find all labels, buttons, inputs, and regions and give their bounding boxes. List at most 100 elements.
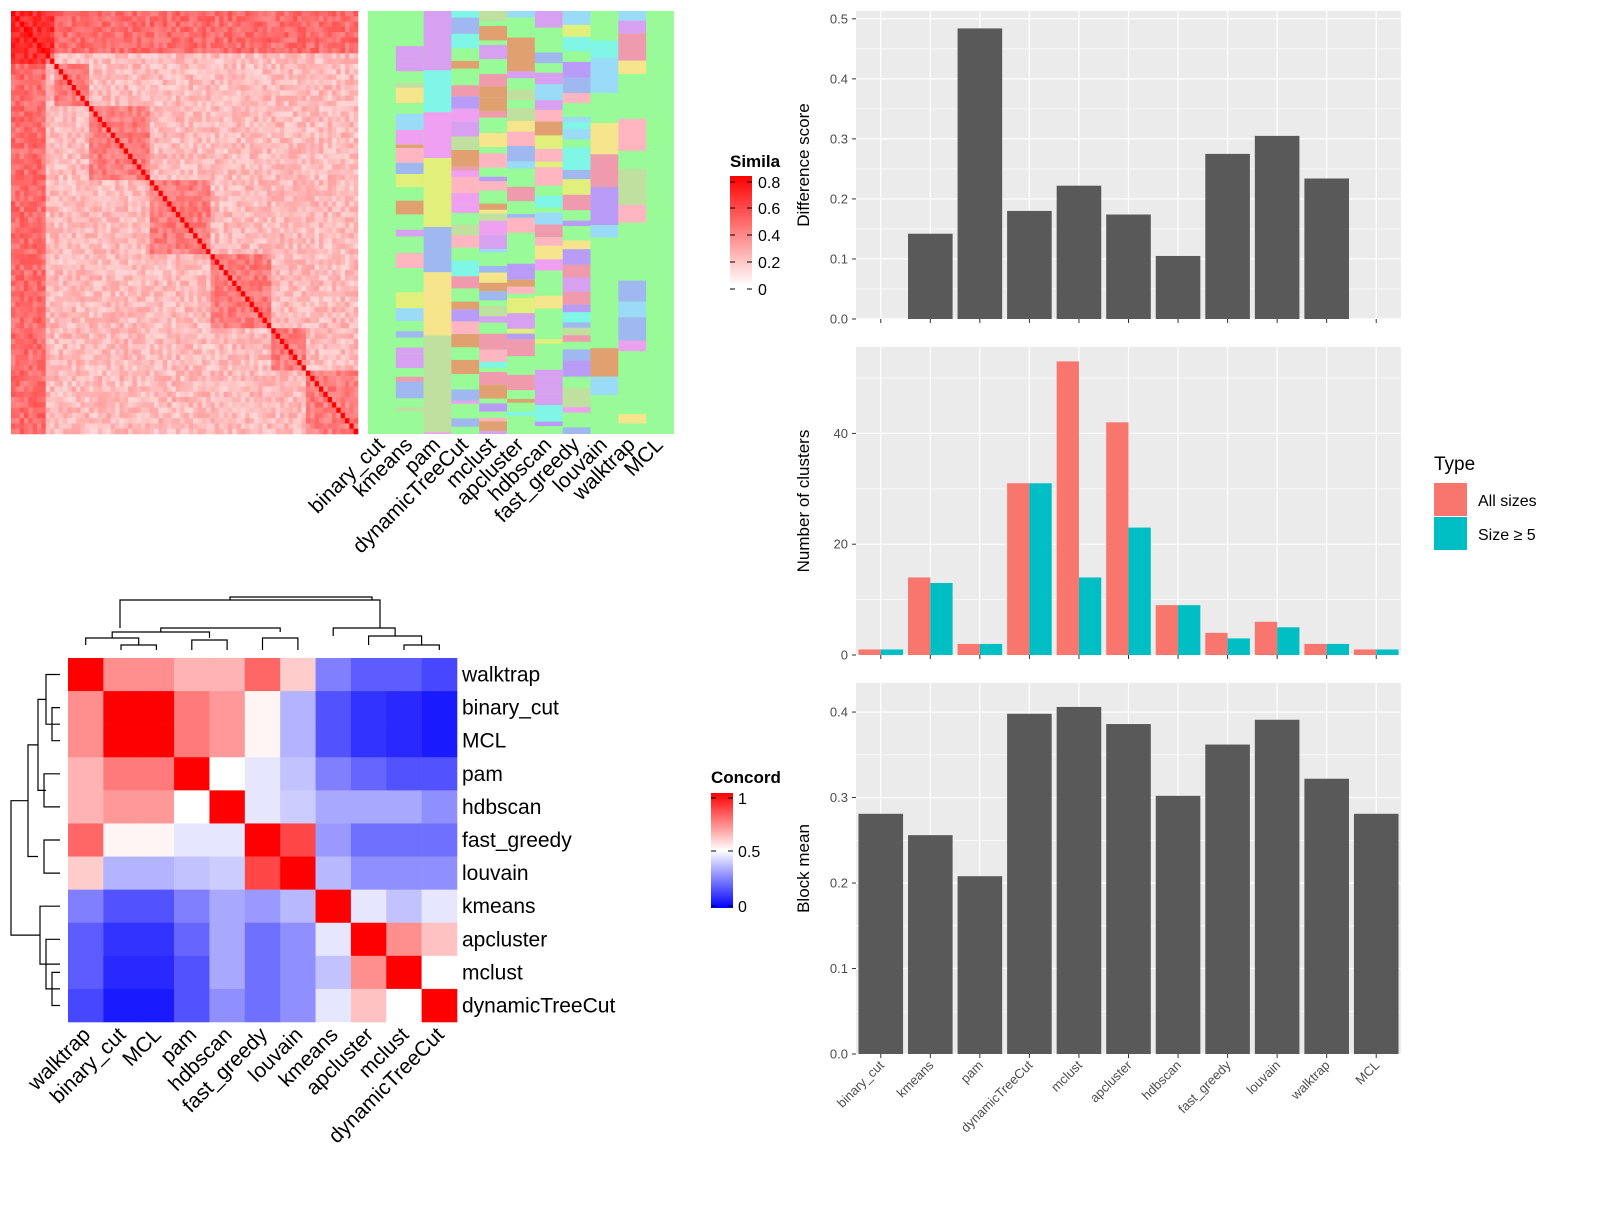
similarity-cell — [240, 180, 246, 186]
similarity-cell — [24, 74, 29, 81]
similarity-cell — [258, 169, 263, 176]
similarity-cell — [54, 16, 60, 22]
similarity-cell — [318, 37, 324, 44]
similarity-cell — [240, 201, 246, 207]
similarity-cell — [258, 180, 263, 186]
similarity-cell — [145, 296, 151, 303]
similarity-cell — [240, 53, 246, 59]
similarity-cell — [32, 63, 38, 70]
similarity-cell — [132, 233, 138, 239]
similarity-cell — [76, 270, 81, 276]
similarity-cell — [188, 58, 194, 65]
similarity-cell — [76, 217, 81, 223]
similarity-cell — [305, 32, 311, 38]
similarity-cell — [89, 143, 94, 149]
similarity-cell — [11, 90, 16, 96]
similarity-cell — [149, 32, 155, 38]
similarity-cell — [318, 48, 324, 54]
similarity-cell — [171, 275, 177, 281]
similarity-cell — [84, 211, 90, 218]
similarity-cell — [158, 85, 164, 91]
similarity-cell — [110, 275, 116, 281]
similarity-cell — [119, 275, 125, 281]
similarity-cell — [162, 264, 168, 271]
similarity-cell — [271, 153, 276, 160]
similarity-cell — [80, 42, 86, 49]
similarity-cell — [275, 211, 281, 218]
similarity-cell — [63, 63, 68, 70]
similarity-cell — [80, 111, 86, 118]
similarity-cell — [266, 206, 272, 213]
similarity-cell — [145, 127, 151, 133]
similarity-cell — [106, 280, 112, 287]
similarity-cell — [314, 190, 320, 197]
similarity-cell — [149, 270, 155, 276]
similarity-cell — [210, 280, 216, 287]
similarity-cell — [128, 11, 133, 17]
similarity-cell — [206, 254, 211, 260]
similarity-cell — [19, 85, 25, 91]
similarity-cell — [76, 211, 81, 218]
similarity-cell — [336, 238, 341, 244]
similarity-cell — [223, 127, 229, 133]
similarity-cell — [318, 211, 324, 218]
similarity-cell — [197, 53, 203, 59]
similarity-cell — [63, 338, 68, 345]
similarity-cell — [162, 169, 168, 176]
similarity-cell — [253, 32, 259, 38]
similarity-cell — [344, 222, 350, 229]
similarity-cell — [41, 42, 46, 49]
similarity-cell — [258, 243, 263, 250]
similarity-cell — [24, 206, 29, 213]
similarity-cell — [210, 63, 216, 70]
similarity-cell — [145, 122, 151, 128]
similarity-cell — [336, 116, 341, 123]
similarity-cell — [262, 148, 268, 155]
similarity-cell — [11, 11, 16, 17]
similarity-cell — [76, 42, 81, 49]
similarity-cell — [349, 280, 354, 287]
similarity-cell — [128, 211, 133, 218]
similarity-cell — [93, 48, 99, 54]
similarity-cell — [193, 217, 198, 223]
similarity-cell — [236, 58, 242, 65]
similarity-cell — [80, 222, 86, 229]
similarity-cell — [93, 143, 99, 149]
similarity-cell — [253, 217, 259, 223]
similarity-cell — [288, 132, 294, 139]
similarity-cell — [245, 280, 250, 287]
similarity-cell — [236, 333, 242, 340]
similarity-cell — [245, 312, 250, 318]
similarity-cell — [193, 248, 198, 255]
similarity-cell — [106, 42, 112, 49]
similarity-cell — [305, 233, 311, 239]
similarity-cell — [123, 153, 129, 160]
similarity-cell — [197, 164, 203, 170]
similarity-cell — [175, 48, 181, 54]
similarity-cell — [223, 174, 229, 181]
similarity-cell — [19, 48, 25, 54]
similarity-cell — [249, 270, 255, 276]
similarity-cell — [288, 301, 294, 308]
similarity-cell — [327, 248, 333, 255]
similarity-cell — [279, 37, 285, 44]
similarity-cell — [219, 264, 224, 271]
similarity-cell — [193, 106, 198, 112]
similarity-cell — [158, 11, 164, 17]
similarity-cell — [67, 63, 73, 70]
similarity-cell — [188, 100, 194, 107]
similarity-cell — [232, 153, 237, 160]
similarity-cell — [171, 53, 177, 59]
similarity-cell — [344, 322, 350, 329]
similarity-cell — [180, 48, 185, 54]
similarity-cell — [106, 132, 112, 139]
similarity-cell — [305, 285, 311, 292]
similarity-cell — [349, 85, 354, 91]
similarity-cell — [11, 79, 16, 86]
similarity-cell — [97, 285, 103, 292]
similarity-cell — [110, 127, 116, 133]
similarity-cell — [323, 291, 328, 297]
similarity-cell — [184, 116, 190, 123]
similarity-cell — [249, 11, 255, 17]
similarity-cell — [41, 21, 46, 28]
